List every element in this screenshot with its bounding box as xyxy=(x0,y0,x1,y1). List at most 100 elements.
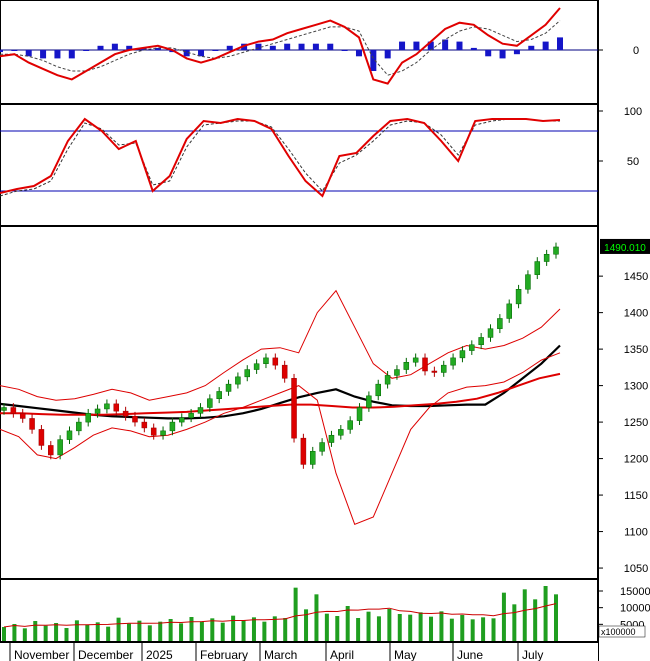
candle-body xyxy=(85,413,91,423)
volume-bar xyxy=(293,587,298,641)
candle-body xyxy=(76,421,82,432)
x-axis-label: March xyxy=(264,648,297,661)
volume-bar xyxy=(251,617,256,641)
price-tick-label: 1400 xyxy=(624,308,648,320)
candle-body xyxy=(263,357,269,364)
volume-bar xyxy=(429,616,434,641)
x-axis-label: February xyxy=(200,648,248,661)
candle-body xyxy=(534,261,541,275)
volume-tick-label: 10000 xyxy=(620,603,650,615)
volume-bar xyxy=(137,620,142,641)
volume-bar xyxy=(335,616,340,641)
macd-histogram-bar xyxy=(456,41,463,50)
candle-body xyxy=(253,363,260,370)
candle-body xyxy=(506,303,512,319)
macd-histogram-bar xyxy=(399,41,406,50)
macd-histogram-bar xyxy=(499,50,506,59)
candle-body xyxy=(431,370,438,373)
price-overlay-line-2 xyxy=(0,289,561,401)
candle-body xyxy=(272,357,279,366)
volume-bar xyxy=(189,617,194,641)
macd-histogram-bar xyxy=(528,45,535,50)
candle-body xyxy=(403,362,410,370)
volume-tick-label: 15000 xyxy=(620,586,650,598)
volume-bar xyxy=(272,616,277,641)
price-overlay-line-1 xyxy=(0,372,561,416)
candle-body xyxy=(141,421,148,429)
candle-body xyxy=(356,407,363,421)
volume-bar xyxy=(168,619,173,641)
macd-histogram-bar xyxy=(341,50,348,51)
candle-body xyxy=(319,442,325,452)
candle-body xyxy=(375,383,381,397)
volume-bar xyxy=(304,609,309,641)
macd-signal-line xyxy=(0,20,561,76)
candle-body xyxy=(57,439,63,456)
candle-body xyxy=(225,383,232,392)
macd-histogram-bar xyxy=(413,41,420,50)
candle-body xyxy=(515,289,522,305)
candle-body xyxy=(160,430,166,436)
candle-body xyxy=(19,413,26,419)
macd-histogram-bar xyxy=(54,50,61,59)
x-axis-label: 2025 xyxy=(146,648,173,661)
volume-bar xyxy=(522,589,527,641)
volume-bar xyxy=(324,613,329,641)
macd-histogram-bar xyxy=(198,50,205,57)
macd-histogram-bar xyxy=(312,43,319,50)
price-tick-label: 1350 xyxy=(624,344,648,356)
x-axis-label: November xyxy=(14,648,69,661)
candle-body xyxy=(122,410,129,417)
x-axis-label: April xyxy=(330,648,354,661)
price-overlay-line-3 xyxy=(0,352,561,525)
candle-body xyxy=(113,403,120,412)
macd-histogram-bar xyxy=(154,47,161,50)
candle-body xyxy=(366,395,372,408)
last-price-box xyxy=(600,238,650,254)
price-tick-label: 1100 xyxy=(624,527,648,539)
macd-histogram-bar xyxy=(11,50,18,51)
candle-body xyxy=(207,398,213,408)
volume-bar xyxy=(366,611,371,641)
volume-bar xyxy=(33,621,38,641)
candle-body xyxy=(412,357,419,363)
volume-bar xyxy=(512,604,517,641)
volume-bar xyxy=(314,594,319,641)
volume-bar xyxy=(22,628,27,641)
volume-bar xyxy=(262,621,267,641)
volume-bar xyxy=(220,622,225,641)
volume-bar xyxy=(418,612,423,641)
volume-bar xyxy=(387,609,392,641)
candle-body xyxy=(169,421,176,432)
macd-histogram-bar xyxy=(97,45,104,50)
candle-body xyxy=(553,246,559,255)
macd-histogram-bar xyxy=(126,45,133,50)
candle-body xyxy=(497,318,503,329)
candle-body xyxy=(487,328,494,338)
volume-bar xyxy=(74,620,79,641)
stoch-k-line xyxy=(0,117,561,198)
price-tick-label: 1250 xyxy=(624,417,648,429)
volume-bar xyxy=(147,625,152,641)
volume-bar xyxy=(397,614,402,641)
candle-body xyxy=(281,364,288,379)
macd-histogram-bar xyxy=(384,50,391,59)
volume-bar xyxy=(481,617,486,641)
macd-histogram-bar xyxy=(226,45,233,50)
volume-bar xyxy=(64,628,69,641)
candle-body xyxy=(29,418,35,430)
macd-histogram-bar xyxy=(68,50,75,59)
volume-bar xyxy=(179,623,184,641)
price-tick-label: 1450 xyxy=(624,271,648,283)
macd-histogram-bar xyxy=(212,50,219,51)
stoch-d-line xyxy=(0,118,560,197)
price-tick-label: 1300 xyxy=(624,381,648,393)
candle-body xyxy=(104,403,110,410)
stoch-tick-label: 100 xyxy=(624,106,642,118)
candle-body xyxy=(525,274,531,290)
price-panel xyxy=(0,226,598,579)
x-axis-label: June xyxy=(457,648,483,661)
macd-histogram-bar xyxy=(427,41,434,50)
volume-bar xyxy=(356,618,361,641)
